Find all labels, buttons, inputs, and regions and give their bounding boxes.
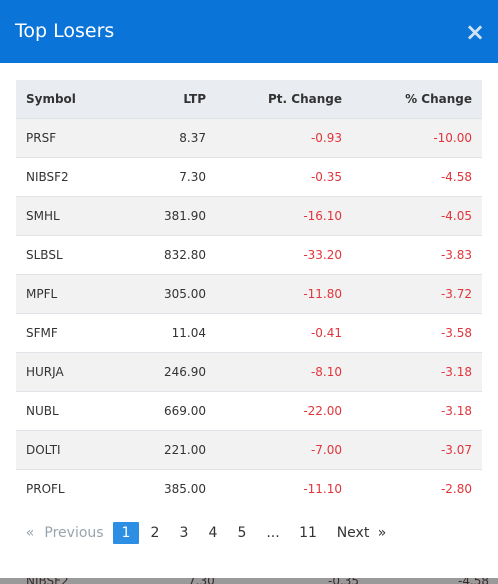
table-row[interactable]: HURJA 246.90 -8.10 -3.18 xyxy=(16,351,482,391)
pct-change-cell: -10.00 xyxy=(352,117,482,157)
pct-change-cell: -3.18 xyxy=(352,390,482,430)
page-button-1[interactable]: 1 xyxy=(113,522,139,544)
pct-change-cell: -3.72 xyxy=(352,273,482,313)
symbol-cell[interactable]: SMHL xyxy=(16,195,126,235)
ltp-cell: 832.80 xyxy=(126,234,216,274)
symbol-cell[interactable]: NIBSF2 xyxy=(16,156,126,196)
ltp-cell: 246.90 xyxy=(126,351,216,391)
pct-change-cell: -3.18 xyxy=(352,351,482,391)
pt-change-cell: -11.80 xyxy=(216,273,352,313)
column-header-ltp[interactable]: LTP xyxy=(126,80,216,118)
next-page-button[interactable]: Next xyxy=(336,525,370,541)
pt-change-cell: -0.41 xyxy=(216,312,352,352)
pt-change-cell: -33.20 xyxy=(216,234,352,274)
ltp-cell: 381.90 xyxy=(126,195,216,235)
previous-page-button[interactable]: Previous xyxy=(44,525,104,541)
ltp-cell: 8.37 xyxy=(126,117,216,157)
symbol-cell[interactable]: NUBL xyxy=(16,390,126,430)
table-row[interactable]: NIBSF2 7.30 -0.35 -4.58 xyxy=(16,156,482,196)
symbol-cell[interactable]: HURJA xyxy=(16,351,126,391)
ltp-cell: 305.00 xyxy=(126,273,216,313)
background-pct-change: -4.58 xyxy=(458,574,490,584)
pct-change-cell: -4.05 xyxy=(352,195,482,235)
pt-change-cell: -7.00 xyxy=(216,429,352,469)
pct-change-cell: -3.83 xyxy=(352,234,482,274)
table-row[interactable]: PRSF 8.37 -0.93 -10.00 xyxy=(16,117,482,157)
modal-title: Top Losers xyxy=(15,20,115,42)
table-row[interactable]: SMHL 381.90 -16.10 -4.05 xyxy=(16,195,482,235)
column-header-pt-change[interactable]: Pt. Change xyxy=(216,80,352,118)
table-row[interactable]: PROFL 385.00 -11.10 -2.80 xyxy=(16,468,482,508)
page-button-4[interactable]: 4 xyxy=(208,525,218,541)
table-row[interactable]: MPFL 305.00 -11.80 -3.72 xyxy=(16,273,482,313)
close-icon[interactable]: × xyxy=(465,18,486,46)
symbol-cell[interactable]: SLBSL xyxy=(16,234,126,274)
ltp-cell: 7.30 xyxy=(126,156,216,196)
symbol-cell[interactable]: SFMF xyxy=(16,312,126,352)
pagination-ellipsis: ... xyxy=(266,525,280,541)
column-header-symbol[interactable]: Symbol xyxy=(16,80,126,118)
ltp-cell: 11.04 xyxy=(126,312,216,352)
page-button-5[interactable]: 5 xyxy=(237,525,247,541)
pct-change-cell: -2.80 xyxy=(352,468,482,508)
symbol-cell[interactable]: MPFL xyxy=(16,273,126,313)
table-row[interactable]: NUBL 669.00 -22.00 -3.18 xyxy=(16,390,482,430)
pt-change-cell: -11.10 xyxy=(216,468,352,508)
page-button-3[interactable]: 3 xyxy=(179,525,189,541)
pct-change-cell: -3.07 xyxy=(352,429,482,469)
table-row[interactable]: DOLTI 221.00 -7.00 -3.07 xyxy=(16,429,482,469)
ltp-cell: 385.00 xyxy=(126,468,216,508)
next-arrow-icon[interactable]: » xyxy=(377,525,387,541)
symbol-cell[interactable]: DOLTI xyxy=(16,429,126,469)
symbol-cell[interactable]: PROFL xyxy=(16,468,126,508)
losers-table: Symbol LTP Pt. Change % Change PRSF 8.37… xyxy=(16,80,482,508)
background-ltp: 7.30 xyxy=(188,574,215,584)
pt-change-cell: -0.93 xyxy=(216,117,352,157)
background-symbol: NIBSF2 xyxy=(26,574,69,584)
pct-change-cell: -4.58 xyxy=(352,156,482,196)
page-button-11[interactable]: 11 xyxy=(299,525,317,541)
ltp-cell: 221.00 xyxy=(126,429,216,469)
background-pt-change: -0.35 xyxy=(328,574,360,584)
symbol-cell[interactable]: PRSF xyxy=(16,117,126,157)
pt-change-cell: -22.00 xyxy=(216,390,352,430)
column-header-pct-change[interactable]: % Change xyxy=(352,80,482,118)
previous-arrow-icon: « xyxy=(25,525,35,541)
table-row[interactable]: SFMF 11.04 -0.41 -3.58 xyxy=(16,312,482,352)
pagination: « Previous 1 2 3 4 5 ... 11 Next » xyxy=(16,522,482,548)
table-header-row: Symbol LTP Pt. Change % Change xyxy=(16,80,482,118)
pt-change-cell: -8.10 xyxy=(216,351,352,391)
page-button-2[interactable]: 2 xyxy=(150,525,160,541)
pct-change-cell: -3.58 xyxy=(352,312,482,352)
ltp-cell: 669.00 xyxy=(126,390,216,430)
pt-change-cell: -16.10 xyxy=(216,195,352,235)
modal-header: Top Losers × xyxy=(0,0,498,63)
table-row[interactable]: SLBSL 832.80 -33.20 -3.83 xyxy=(16,234,482,274)
pt-change-cell: -0.35 xyxy=(216,156,352,196)
